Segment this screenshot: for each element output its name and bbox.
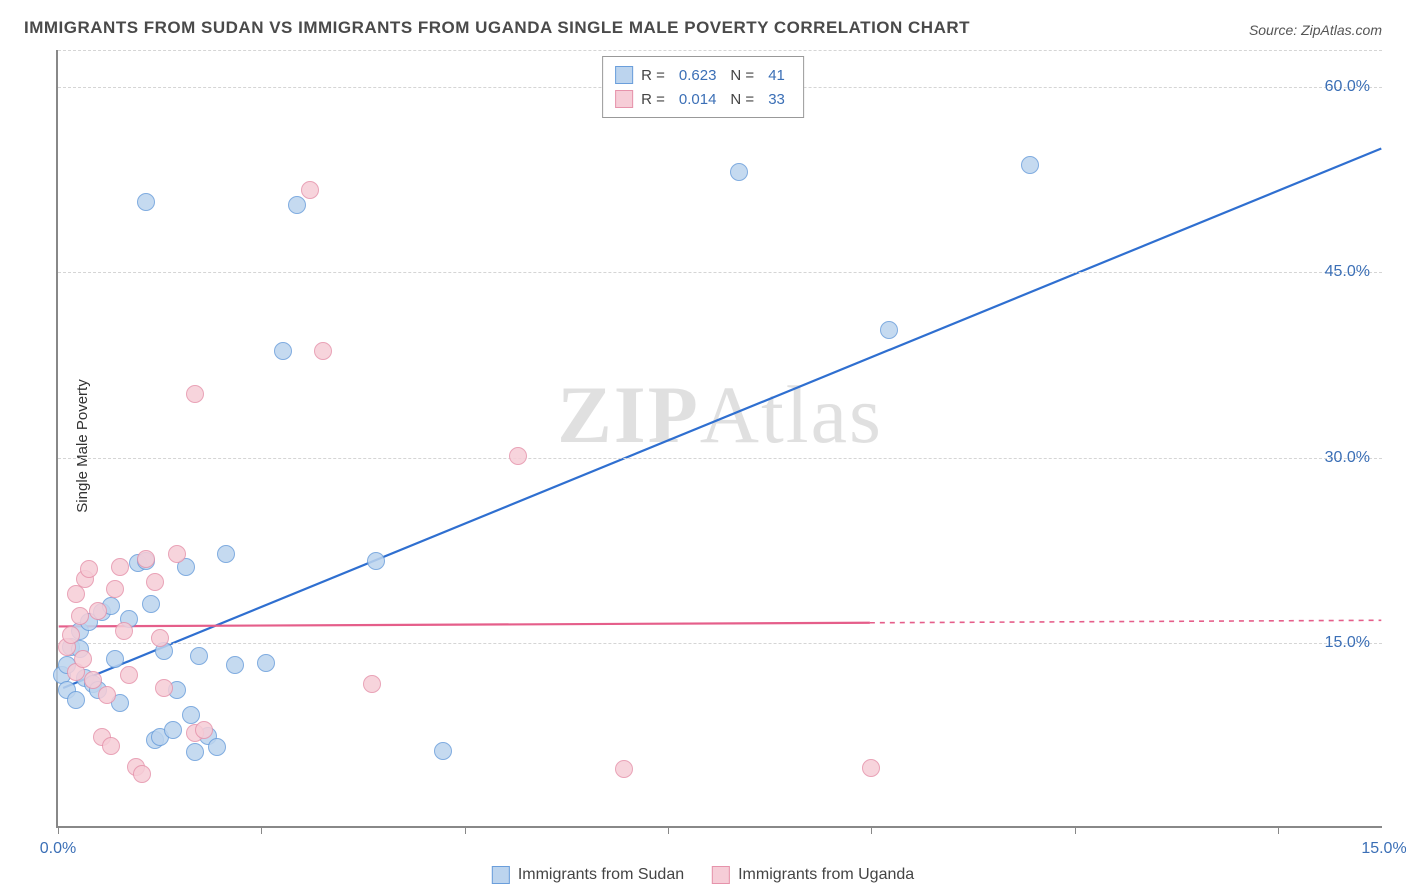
chart-container: IMMIGRANTS FROM SUDAN VS IMMIGRANTS FROM… (0, 0, 1406, 892)
r-label: R = (641, 91, 665, 108)
watermark-bold: ZIP (557, 369, 700, 460)
correlation-legend: R = 0.623 N = 41 R = 0.014 N = 33 (602, 56, 804, 118)
series-legend: Immigrants from Sudan Immigrants from Ug… (492, 866, 914, 884)
swatch-uganda-icon (712, 866, 730, 884)
gridline (58, 458, 1382, 459)
scatter-point-uganda (363, 675, 381, 693)
scatter-point-sudan (288, 196, 306, 214)
source-name: ZipAtlas.com (1301, 22, 1382, 38)
legend-item-uganda: Immigrants from Uganda (712, 866, 914, 884)
scatter-point-uganda (89, 602, 107, 620)
scatter-point-uganda (151, 629, 169, 647)
legend-label-uganda: Immigrants from Uganda (738, 866, 914, 884)
x-tick (1075, 826, 1076, 834)
scatter-point-sudan (106, 650, 124, 668)
scatter-point-uganda (102, 737, 120, 755)
scatter-point-sudan (190, 647, 208, 665)
swatch-uganda-icon (615, 90, 633, 108)
x-tick-label: 0.0% (40, 840, 76, 858)
x-tick (465, 826, 466, 834)
scatter-point-sudan (367, 552, 385, 570)
scatter-point-sudan (257, 654, 275, 672)
scatter-point-uganda (84, 671, 102, 689)
scatter-point-uganda (115, 622, 133, 640)
scatter-point-uganda (80, 560, 98, 578)
n-label: N = (730, 91, 754, 108)
scatter-point-uganda (106, 580, 124, 598)
scatter-point-sudan (1021, 156, 1039, 174)
scatter-point-uganda (301, 181, 319, 199)
gridline (58, 643, 1382, 644)
scatter-point-uganda (62, 626, 80, 644)
scatter-point-uganda (133, 765, 151, 783)
scatter-point-uganda (615, 760, 633, 778)
scatter-point-sudan (208, 738, 226, 756)
x-tick (261, 826, 262, 834)
scatter-point-uganda (146, 573, 164, 591)
scatter-point-sudan (730, 163, 748, 181)
scatter-point-sudan (880, 321, 898, 339)
trend-lines-layer (58, 50, 1382, 826)
r-label: R = (641, 67, 665, 84)
x-tick (668, 826, 669, 834)
legend-label-sudan: Immigrants from Sudan (518, 866, 684, 884)
y-tick-label: 30.0% (1325, 449, 1370, 467)
scatter-point-uganda (120, 666, 138, 684)
legend-item-sudan: Immigrants from Sudan (492, 866, 684, 884)
scatter-point-uganda (98, 686, 116, 704)
scatter-point-sudan (142, 595, 160, 613)
source-attribution: Source: ZipAtlas.com (1249, 22, 1382, 38)
scatter-point-uganda (137, 550, 155, 568)
source-prefix: Source: (1249, 22, 1301, 38)
legend-row-uganda: R = 0.014 N = 33 (615, 87, 791, 111)
scatter-point-sudan (274, 342, 292, 360)
gridline (58, 272, 1382, 273)
scatter-point-uganda (71, 607, 89, 625)
scatter-point-uganda (74, 650, 92, 668)
r-value-sudan: 0.623 (679, 67, 717, 84)
scatter-point-uganda (111, 558, 129, 576)
scatter-point-sudan (186, 743, 204, 761)
n-value-sudan: 41 (768, 67, 785, 84)
scatter-point-uganda (195, 721, 213, 739)
scatter-point-sudan (217, 545, 235, 563)
plot-area: ZIPAtlas 15.0%30.0%45.0%60.0%0.0%15.0% (56, 50, 1382, 828)
scatter-point-sudan (164, 721, 182, 739)
n-value-uganda: 33 (768, 91, 785, 108)
scatter-point-uganda (168, 545, 186, 563)
x-tick-label: 15.0% (1361, 840, 1406, 858)
chart-title: IMMIGRANTS FROM SUDAN VS IMMIGRANTS FROM… (24, 18, 970, 38)
x-tick (871, 826, 872, 834)
n-label: N = (730, 67, 754, 84)
watermark: ZIPAtlas (557, 368, 883, 462)
gridline (58, 50, 1382, 51)
y-tick-label: 45.0% (1325, 263, 1370, 281)
legend-row-sudan: R = 0.623 N = 41 (615, 63, 791, 87)
scatter-point-uganda (509, 447, 527, 465)
x-tick (1278, 826, 1279, 834)
swatch-sudan-icon (615, 66, 633, 84)
x-tick (58, 826, 59, 834)
scatter-point-sudan (434, 742, 452, 760)
scatter-point-sudan (182, 706, 200, 724)
scatter-point-sudan (137, 193, 155, 211)
scatter-point-uganda (314, 342, 332, 360)
scatter-point-uganda (186, 385, 204, 403)
y-tick-label: 60.0% (1325, 78, 1370, 96)
r-value-uganda: 0.014 (679, 91, 717, 108)
swatch-sudan-icon (492, 866, 510, 884)
watermark-rest: Atlas (700, 369, 883, 460)
scatter-point-uganda (862, 759, 880, 777)
scatter-point-uganda (155, 679, 173, 697)
scatter-point-sudan (226, 656, 244, 674)
y-tick-label: 15.0% (1325, 634, 1370, 652)
scatter-point-sudan (67, 691, 85, 709)
